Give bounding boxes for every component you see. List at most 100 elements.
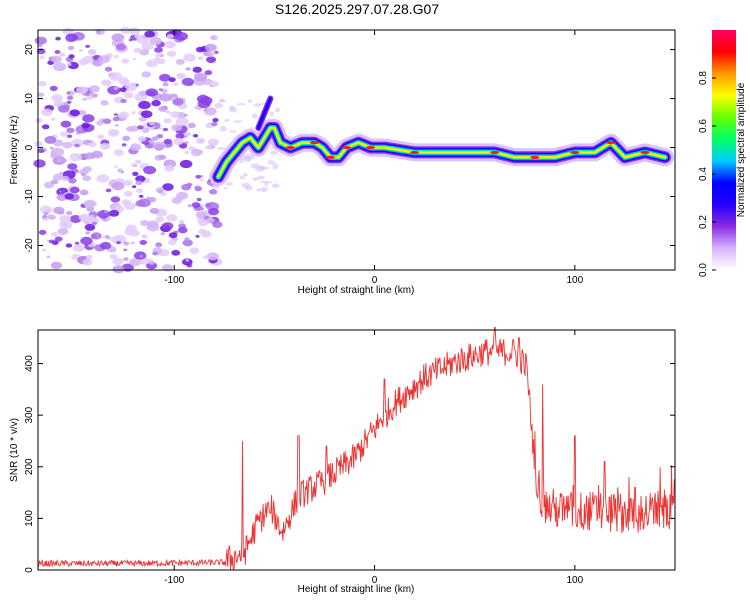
noise-speck bbox=[69, 153, 83, 162]
noise-speck bbox=[133, 49, 138, 53]
noise-speck bbox=[160, 232, 166, 236]
noise-speck bbox=[162, 127, 169, 132]
noise-speck bbox=[96, 120, 104, 126]
noise-speck bbox=[181, 77, 195, 86]
noise-speck bbox=[135, 188, 144, 194]
noise-speck bbox=[120, 98, 127, 104]
noise-speck bbox=[107, 85, 121, 95]
spectrogram-ridge-layer bbox=[209, 95, 674, 186]
noise-speck bbox=[156, 133, 164, 139]
noise-speck bbox=[122, 79, 131, 85]
noise-speck bbox=[195, 211, 208, 219]
noise-speck bbox=[155, 187, 165, 193]
spectrogram-noise-layer bbox=[33, 26, 281, 274]
noise-speck bbox=[55, 36, 61, 41]
noise-speck bbox=[79, 189, 89, 196]
noise-speck bbox=[106, 216, 112, 221]
noise-speck bbox=[182, 239, 193, 247]
colorbar-ticks: 0.0 0.2 0.4 0.6 0.8 bbox=[698, 71, 716, 277]
noise-speck bbox=[217, 99, 227, 103]
noise-speck bbox=[148, 139, 155, 144]
noise-speck bbox=[46, 255, 51, 259]
noise-speck bbox=[158, 127, 163, 130]
noise-speck bbox=[128, 38, 133, 42]
noise-speck bbox=[105, 235, 112, 240]
noise-speck bbox=[152, 141, 166, 151]
y-tick-label: -10 bbox=[24, 189, 35, 204]
noise-speck bbox=[85, 254, 93, 260]
noise-speck bbox=[143, 165, 157, 175]
noise-speck bbox=[67, 134, 73, 138]
noise-speck bbox=[97, 134, 105, 140]
noise-speck bbox=[65, 33, 78, 42]
noise-speck bbox=[194, 186, 203, 192]
noise-speck bbox=[41, 124, 50, 130]
noise-speck bbox=[50, 117, 56, 121]
noise-speck bbox=[54, 236, 63, 242]
noise-speck bbox=[138, 100, 151, 110]
noise-speck bbox=[172, 98, 184, 106]
noise-speck bbox=[187, 204, 192, 208]
noise-speck bbox=[81, 172, 86, 177]
noise-speck bbox=[49, 146, 54, 150]
noise-speck bbox=[37, 148, 45, 154]
y-tick-label: 20 bbox=[24, 44, 35, 56]
noise-speck bbox=[183, 114, 188, 117]
y-tick-label: 0 bbox=[24, 567, 35, 573]
ridge-peak bbox=[366, 145, 376, 150]
noise-speck bbox=[128, 27, 141, 36]
noise-speck bbox=[184, 141, 189, 144]
noise-speck bbox=[192, 134, 199, 138]
noise-speck bbox=[118, 111, 130, 119]
noise-speck bbox=[89, 214, 95, 219]
noise-speck bbox=[183, 132, 190, 137]
noise-speck bbox=[171, 124, 183, 132]
noise-speck bbox=[162, 82, 169, 87]
noise-speck bbox=[115, 43, 127, 51]
noise-speck bbox=[270, 150, 278, 155]
noise-speck bbox=[163, 118, 172, 124]
noise-speck bbox=[88, 85, 100, 93]
noise-speck bbox=[62, 141, 73, 149]
noise-speck bbox=[86, 90, 91, 95]
noise-speck bbox=[193, 72, 208, 82]
colorbar-label: Normalized spectral amplitude bbox=[736, 82, 747, 217]
ridge-peak bbox=[410, 150, 420, 155]
noise-speck bbox=[170, 111, 181, 118]
noise-speck bbox=[121, 143, 127, 147]
noise-speck bbox=[162, 183, 174, 191]
noise-speck bbox=[174, 32, 188, 41]
noise-speck bbox=[204, 215, 209, 219]
noise-speck bbox=[168, 232, 178, 239]
noise-speck bbox=[34, 36, 47, 45]
x-tick-label: 100 bbox=[566, 275, 583, 286]
noise-speck bbox=[39, 55, 45, 60]
noise-speck bbox=[96, 174, 110, 183]
noise-speck bbox=[154, 46, 163, 53]
noise-speck bbox=[112, 131, 117, 134]
noise-speck bbox=[59, 52, 66, 57]
noise-speck bbox=[259, 186, 269, 192]
snr-series-line bbox=[37, 326, 675, 571]
y-tick-label: 0 bbox=[24, 144, 35, 150]
noise-speck bbox=[245, 156, 255, 160]
noise-speck bbox=[239, 175, 245, 180]
noise-speck bbox=[49, 85, 58, 92]
colorbar-tick-label: 0.8 bbox=[698, 71, 709, 85]
noise-speck bbox=[158, 88, 163, 92]
noise-speck bbox=[141, 128, 146, 132]
noise-speck bbox=[175, 132, 185, 139]
noise-speck bbox=[206, 56, 216, 63]
noise-speck bbox=[129, 257, 142, 267]
x-tick-label: 0 bbox=[372, 275, 378, 286]
noise-speck bbox=[225, 182, 234, 186]
noise-speck bbox=[140, 110, 153, 119]
ridge-peak bbox=[490, 150, 500, 155]
noise-speck bbox=[88, 141, 97, 148]
noise-speck bbox=[68, 177, 77, 184]
noise-speck bbox=[65, 243, 73, 248]
noise-speck bbox=[57, 104, 70, 113]
noise-speck bbox=[159, 154, 167, 160]
noise-speck bbox=[168, 77, 176, 83]
